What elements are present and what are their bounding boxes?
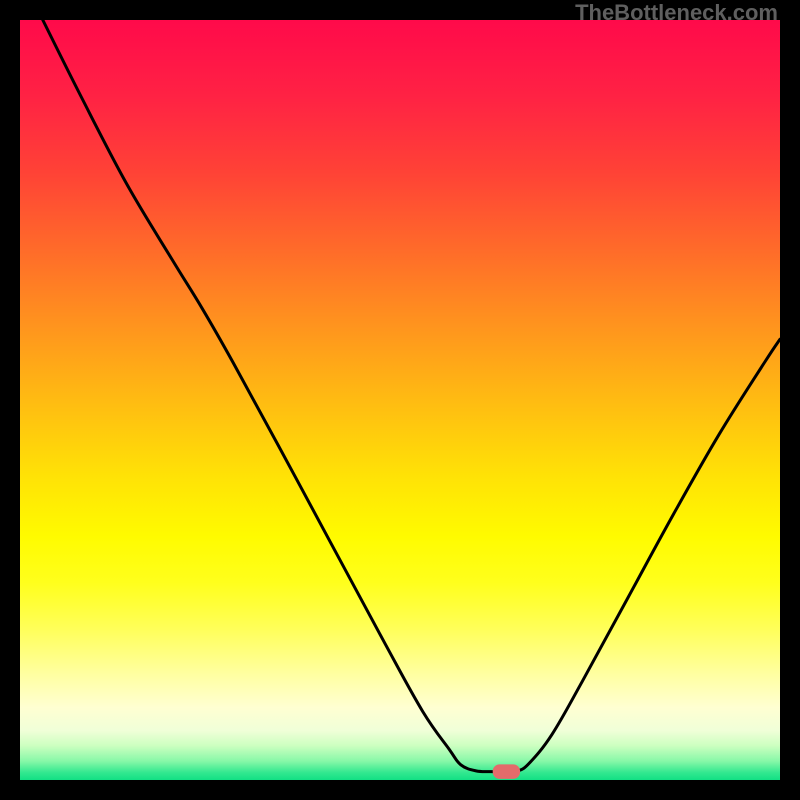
optimum-marker (493, 764, 520, 778)
bottleneck-chart: TheBottleneck.com (0, 0, 800, 800)
watermark-label: TheBottleneck.com (575, 0, 778, 26)
plot-area-svg (20, 20, 780, 780)
plot-background (20, 20, 780, 780)
